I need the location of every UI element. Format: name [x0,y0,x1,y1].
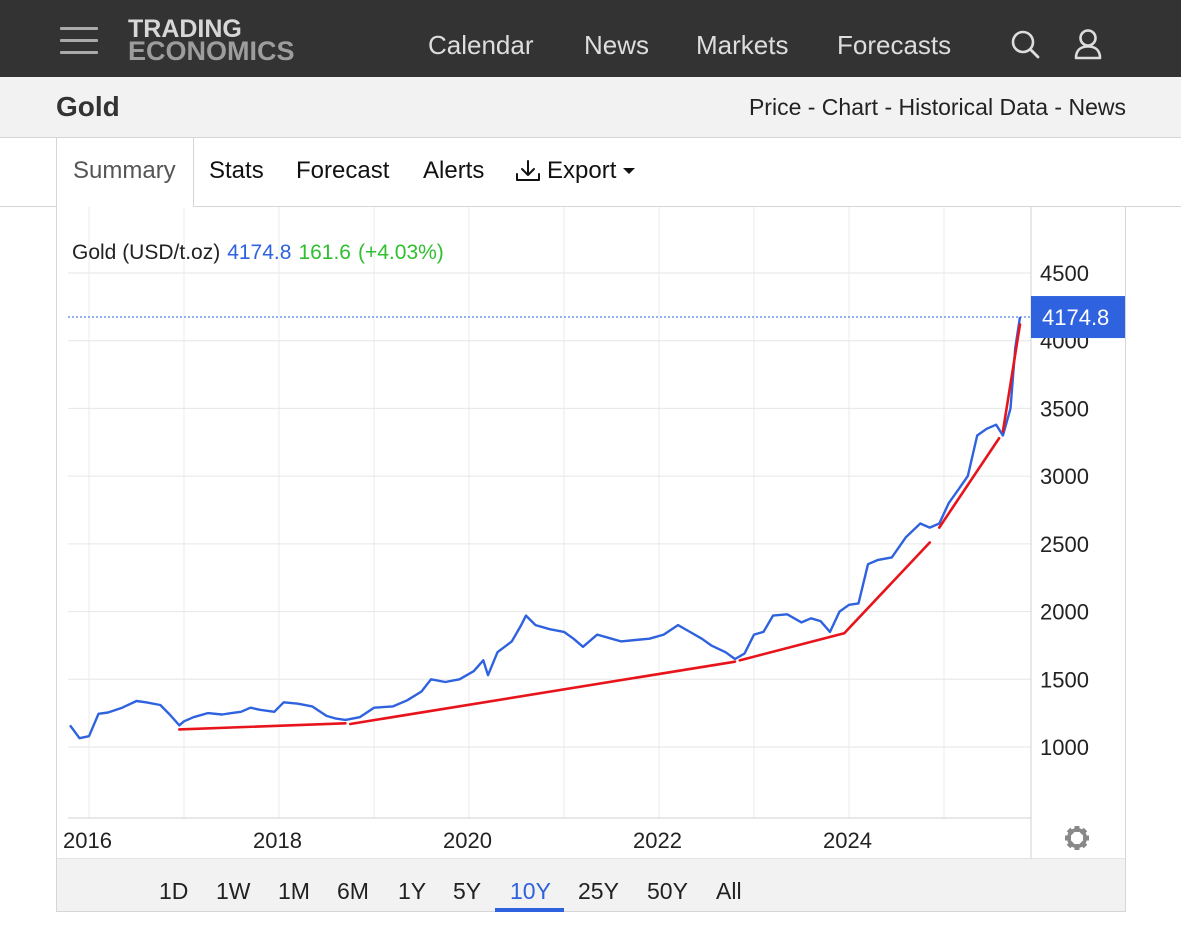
caret-down-icon [623,168,636,174]
range-5y[interactable]: 5Y [453,878,482,904]
range-1m[interactable]: 1M [278,878,310,904]
trendline [738,631,846,662]
logo-line-1: TRADING [128,15,242,43]
nav-forecasts[interactable]: Forecasts [837,30,952,60]
range-1w[interactable]: 1W [216,878,251,904]
selected-range-indicator [495,908,564,912]
x-tick-label: 2016 [63,828,112,853]
x-tick-label: 2020 [443,828,492,853]
top-navbar: TRADING ECONOMICS Calendar News Markets … [0,0,1181,77]
range-50y[interactable]: 50Y [647,878,688,904]
subheader-bar [0,77,1181,138]
range-all[interactable]: All [716,878,742,904]
range-25y[interactable]: 25Y [578,878,619,904]
tab-stats[interactable]: Stats [209,157,264,184]
chart-change-percent: (+4.03%) [358,241,444,264]
tabs-row [0,138,1181,207]
tab-alerts[interactable]: Alerts [423,157,485,184]
trendline [937,436,1001,529]
chart-panel [56,207,1126,912]
chart-series-label: Gold (USD/t.oz) [72,241,220,264]
search-icon[interactable] [1010,28,1040,60]
nav-calendar[interactable]: Calendar [428,30,534,60]
y-tick-label: 2000 [1040,600,1089,625]
tab-forecast[interactable]: Forecast [296,157,390,184]
trendline [177,721,347,731]
range-1y[interactable]: 1Y [398,878,427,904]
y-tick-label: 3000 [1040,464,1089,489]
page-title: Gold [56,91,120,122]
gear-ring [1067,828,1087,848]
tab-export-label: Export [547,157,617,184]
x-tick-label: 2024 [823,828,872,853]
y-tick-label: 2500 [1040,532,1089,557]
chart-legend: Gold (USD/t.oz) 4174.8 161.6 (+4.03%) [72,241,444,264]
last-value-badge-bg [1031,296,1125,339]
x-tick-label: 2022 [633,828,682,853]
user-icon[interactable] [1073,28,1103,60]
range-selector [57,858,1125,911]
trendline [1001,323,1022,433]
chart-price-value: 4174.8 [227,241,291,264]
trendline [842,541,932,635]
y-tick-label: 3500 [1040,396,1089,421]
menu-icon[interactable] [60,27,98,55]
gold-price-line [69,316,1022,740]
range-10y[interactable]: 10Y [510,878,551,904]
y-tick-label: 4500 [1040,261,1089,286]
chart-change-value: 161.6 [298,241,351,264]
tab-summary[interactable]: Summary [56,138,194,208]
y-tick-label: 1000 [1040,735,1089,760]
site-logo[interactable]: TRADING ECONOMICS [128,15,295,66]
x-tick-label: 2018 [253,828,302,853]
tab-summary-label: Summary [73,157,176,184]
nav-news[interactable]: News [584,30,650,60]
logo-line-2: ECONOMICS [128,36,295,66]
nav-markets[interactable]: Markets [696,30,789,60]
last-value-badge: 4174.8 [1042,305,1109,330]
range-6m[interactable]: 6M [337,878,369,904]
settings-gear-icon[interactable] [1065,826,1089,850]
download-icon [516,160,540,181]
y-tick-label: 1500 [1040,667,1089,692]
tab-export[interactable]: Export [515,157,636,185]
trendline [348,660,737,726]
breadcrumb-links[interactable]: Price - Chart - Historical Data - News [748,94,1126,120]
range-1d[interactable]: 1D [159,878,189,904]
